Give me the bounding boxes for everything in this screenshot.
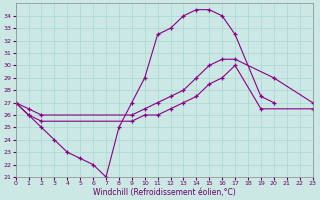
X-axis label: Windchill (Refroidissement éolien,°C): Windchill (Refroidissement éolien,°C) xyxy=(93,188,236,197)
